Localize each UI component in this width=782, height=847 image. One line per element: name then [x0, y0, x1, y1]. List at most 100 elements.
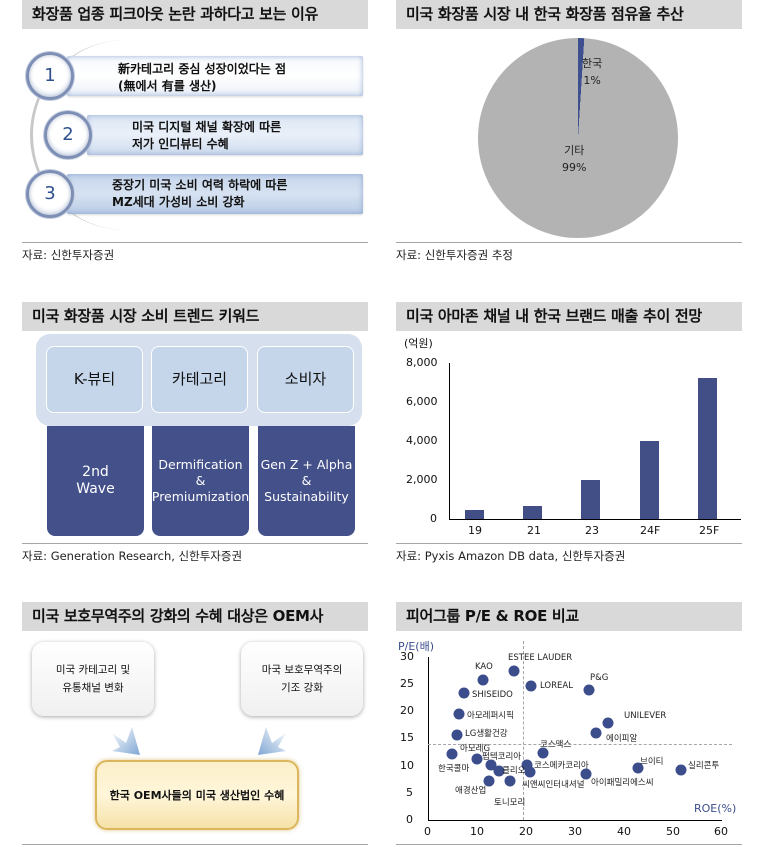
divider [396, 242, 742, 243]
pie-chart [478, 38, 678, 238]
panel-amazon-sales-bar: 미국 아마존 채널 내 한국 브랜드 매출 추이 전망 (억원) 8,000 6… [396, 302, 742, 572]
y-tick: 8,000 [406, 356, 438, 369]
scatter-point [446, 748, 458, 760]
source-note: 자료: Generation Research, 신한투자증권 [22, 549, 243, 563]
x-tick: 25F [699, 524, 720, 537]
panel-peakout-reasons: 화장품 업종 피크아웃 논란 과하다고 보는 이유 新카테고리 중심 성장이었다… [22, 0, 368, 270]
reason-bar-2 [87, 115, 363, 155]
timeline-arc [30, 40, 170, 230]
point-label: 브이티 [640, 757, 664, 767]
keyword-body-category: Dermification & Premiumization [152, 426, 249, 536]
point-label: 한국콜마 [438, 764, 470, 774]
x-tick: 20 [519, 825, 533, 838]
scatter-point [485, 759, 497, 771]
y-tick: 20 [400, 704, 414, 717]
reason-number-3: 3 [26, 170, 74, 218]
point-label: 에이피알 [606, 734, 638, 744]
point-label: 씨앤씨인터내셔널 [522, 780, 585, 790]
scatter-point [477, 674, 489, 686]
panel-title: 화장품 업종 피크아웃 논란 과하다고 보는 이유 [22, 0, 368, 29]
scatter-point [632, 762, 644, 774]
y-tick: 0 [406, 813, 413, 826]
point-label: 아이패밀리에스씨 [591, 778, 654, 788]
point-label: UNILEVER [624, 711, 667, 721]
divider [396, 844, 742, 845]
panel-title: 미국 화장품 시장 내 한국 화장품 점유율 추산 [396, 0, 742, 29]
factor-box-protectionism: 마국 보호무역주의 기조 강화 [241, 642, 363, 716]
point-label: LOREAL [540, 681, 573, 691]
panel-market-share-pie: 미국 화장품 시장 내 한국 화장품 점유율 추산 한국 1% 기타 99% 자… [396, 0, 742, 270]
source-note: 자료: Pyxis Amazon DB data, 신한투자증권 [396, 549, 626, 563]
scatter-point [537, 747, 549, 759]
bar-19 [465, 510, 484, 519]
x-tick: 19 [468, 524, 482, 537]
panel-trend-keywords: 미국 화장품 시장 소비 트렌드 키워드 [22, 302, 368, 572]
x-tick: 21 [527, 524, 541, 537]
panel-peer-pe-roe-scatter: 피어그룹 P/E & ROE 비교 [396, 602, 742, 847]
point-label: 펌텍코리아 [482, 752, 522, 762]
scatter-point [521, 759, 533, 771]
point-label: SHISEIDO [472, 690, 513, 700]
result-box-oem: 한국 OEM사들의 미국 생산법인 수혜 [95, 760, 299, 830]
divider [22, 844, 368, 845]
y-tick: 15 [400, 731, 414, 744]
point-label: 토니모리 [494, 798, 526, 808]
bar-23 [581, 480, 600, 519]
y-axis-label: P/E(배) [398, 640, 434, 653]
factor-box-category-channel: 미국 카테고리 및 유통채널 변화 [32, 642, 154, 716]
keyword-body-kbeauty: 2nd Wave [47, 426, 144, 536]
x-tick: 40 [617, 825, 631, 838]
scatter-point [458, 687, 470, 699]
y-axis [428, 657, 429, 820]
pie-label-other: 기타 99% [562, 144, 587, 174]
point-label: ESTEE LAUDER [508, 653, 573, 663]
panel-title: 미국 아마존 채널 내 한국 브랜드 매출 추이 전망 [396, 302, 742, 331]
point-label: 애경산업 [455, 786, 487, 796]
scatter-point [453, 708, 465, 720]
y-tick: 25 [400, 677, 414, 690]
scatter-point [471, 753, 483, 765]
keyword-head-kbeauty: K-뷰티 [46, 346, 143, 413]
reason-text-2: 미국 디지털 채널 확장에 따른 저가 인디뷰티 수혜 [132, 120, 282, 151]
point-label: KAO [475, 662, 493, 672]
x-tick: 0 [424, 825, 431, 838]
reason-bar-1 [67, 56, 363, 96]
scatter-point [504, 775, 516, 787]
scatter-point [602, 717, 614, 729]
bar-24f [640, 441, 659, 519]
x-axis [449, 519, 741, 520]
scatter-point [675, 764, 687, 776]
scatter-point [508, 665, 520, 677]
y-axis [449, 363, 450, 520]
point-label: 아모레퍼시픽 [467, 711, 514, 721]
x-tick: 23 [585, 524, 599, 537]
y-tick: 0 [430, 512, 437, 525]
reason-number-2: 2 [44, 111, 92, 159]
x-axis-label: ROE(%) [694, 802, 737, 815]
point-label: P&G [590, 673, 609, 683]
point-label: 코스맥스 [540, 740, 572, 750]
scatter-point [451, 729, 463, 741]
y-tick: 30 [400, 650, 414, 663]
panel-title: 미국 보호무역주의 강화의 수혜 대상은 OEM사 [22, 602, 368, 631]
x-tick: 30 [568, 825, 582, 838]
bar-21 [523, 506, 542, 519]
keyword-head-category: 카테고리 [151, 346, 248, 413]
reason-bar-3 [67, 174, 363, 214]
x-tick: 10 [470, 825, 484, 838]
scatter-point [493, 765, 505, 777]
pie-label-korea: 한국 1% [582, 57, 603, 87]
y-tick: 10 [400, 759, 414, 772]
reason-text-1: 新카테고리 중심 성장이었다는 점 (無에서 有를 생산) [118, 62, 287, 93]
x-axis [428, 820, 722, 821]
source-note: 자료: 신한투자증권 [22, 248, 115, 262]
reason-number-1: 1 [26, 52, 74, 100]
keyword-head-consumer: 소비자 [257, 346, 354, 413]
reference-line-roe [523, 641, 524, 820]
scatter-point [583, 684, 595, 696]
scatter-point [525, 680, 537, 692]
x-tick: 50 [666, 825, 680, 838]
point-label: 아모레G [460, 744, 491, 754]
point-label: 코스메카코리아 [534, 761, 589, 771]
point-label: LG생활건강 [465, 729, 508, 739]
